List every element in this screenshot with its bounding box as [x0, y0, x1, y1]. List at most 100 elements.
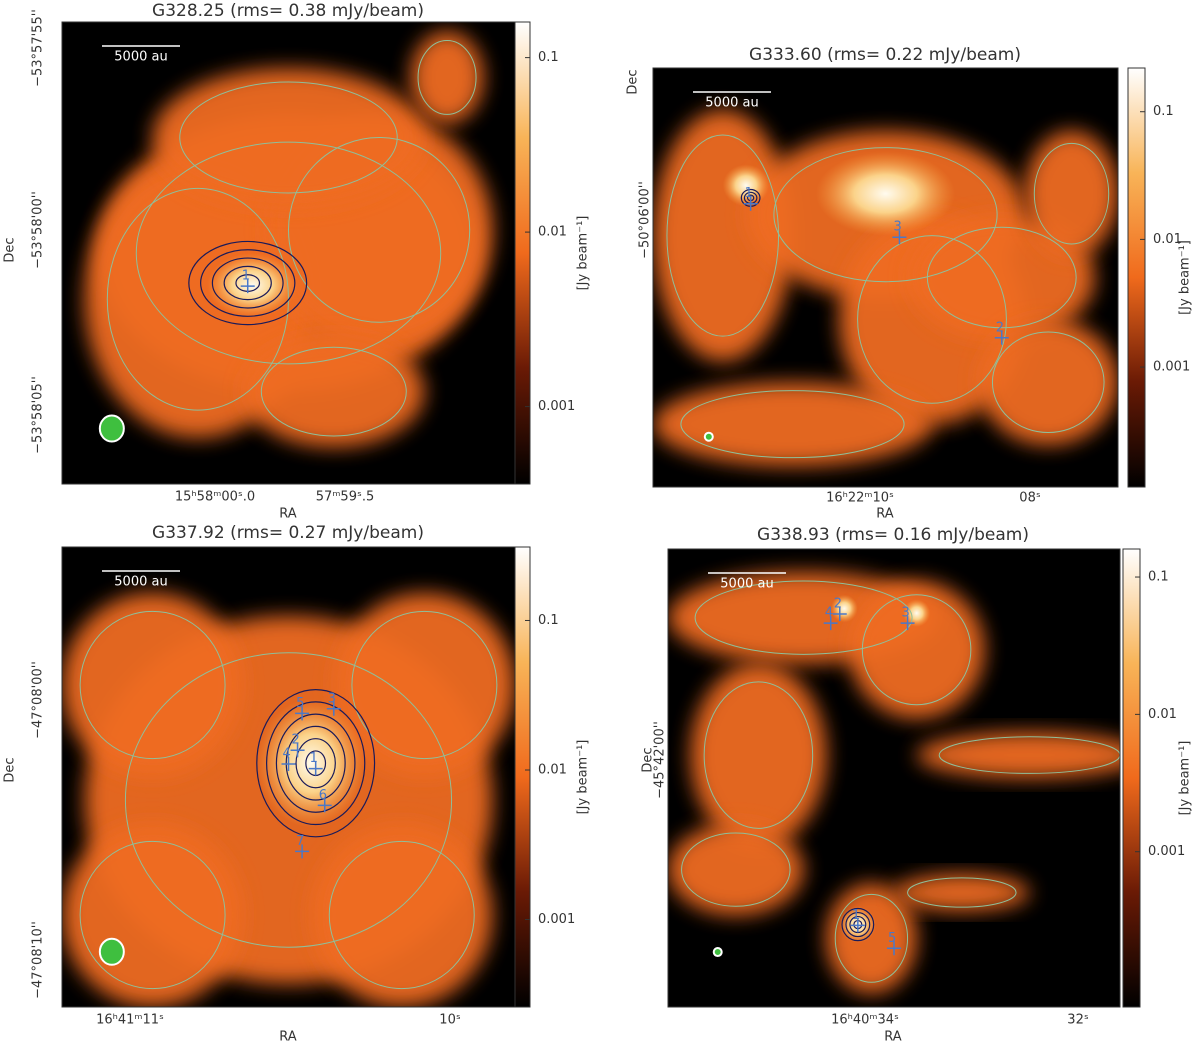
emission — [62, 823, 244, 1007]
contour — [991, 331, 1105, 434]
contour — [211, 257, 284, 309]
contour — [1033, 142, 1110, 245]
colorbar-tick-label: 0.1 — [1153, 104, 1174, 119]
emission — [690, 663, 827, 847]
source-marker — [743, 196, 758, 211]
scale-bar-label: 5000 au — [114, 50, 167, 65]
frame — [667, 548, 1121, 1008]
colorbar-tick-label: 0.1 — [1148, 570, 1169, 585]
source-label: 7 — [296, 834, 304, 849]
source-label: 3 — [893, 220, 901, 235]
scale-bar-label: 5000 au — [114, 575, 167, 590]
x-tick-label: 16ʰ22ᵐ10ˢ — [826, 491, 894, 506]
contour — [275, 713, 356, 813]
x-tick-label: 15ʰ58ᵐ00ˢ.0 — [175, 490, 255, 505]
source-marker — [308, 761, 323, 776]
contour — [200, 249, 296, 317]
contour — [666, 134, 780, 337]
colorbar-tick-label: 0.01 — [1153, 232, 1182, 247]
y-axis-label: Dec — [626, 69, 641, 94]
colorbar-label: [Jy beam⁻¹] — [576, 740, 591, 815]
contour — [288, 137, 471, 323]
contour — [694, 580, 913, 655]
x-tick-label: 16ʰ40ᵐ34ˢ — [831, 1013, 899, 1028]
colorbar — [1122, 548, 1141, 1008]
colorbar-label: [Jy beam⁻¹] — [576, 216, 591, 291]
emission — [333, 593, 515, 777]
emission — [978, 319, 1118, 446]
source-marker — [892, 230, 907, 245]
source-marker — [295, 706, 310, 721]
contour — [79, 610, 226, 760]
emission — [243, 336, 425, 448]
beam — [712, 947, 723, 958]
source-label: 4 — [825, 606, 833, 621]
contour — [861, 594, 972, 706]
source-marker — [994, 330, 1009, 345]
source-label: 2 — [996, 320, 1004, 335]
contour — [681, 832, 791, 907]
source-marker — [900, 616, 915, 631]
source-marker — [290, 743, 305, 758]
contour — [188, 240, 308, 326]
y-tick-label: −50°06'00'' — [638, 181, 653, 259]
colorbar-tick-label: 0.01 — [538, 225, 567, 240]
source-marker — [281, 757, 296, 771]
contour — [295, 738, 336, 789]
source-marker — [326, 701, 341, 716]
source-label: 1 — [745, 186, 753, 201]
y-tick-label: −47°08'00'' — [31, 661, 46, 739]
emission — [311, 823, 493, 1007]
contour — [179, 81, 398, 194]
beam — [98, 937, 125, 966]
source-marker — [295, 844, 310, 859]
contour — [841, 907, 875, 942]
bright-core — [815, 151, 956, 236]
emission — [848, 581, 985, 719]
contour — [907, 877, 1017, 908]
x-tick-label: 32ˢ — [1067, 1013, 1089, 1028]
contour — [849, 915, 867, 934]
contour — [680, 390, 905, 459]
contour — [773, 147, 998, 283]
contour — [417, 39, 477, 115]
panel-title: G337.92 (rms= 0.27 mJy/beam) — [152, 523, 424, 543]
panel-title: G333.60 (rms= 0.22 mJy/beam) — [749, 45, 1021, 65]
emission — [894, 874, 1030, 911]
source-marker — [240, 279, 255, 294]
beam — [703, 431, 714, 442]
source-marker — [832, 606, 847, 621]
y-tick-label: −47°08'10'' — [31, 921, 46, 999]
emission — [62, 593, 244, 777]
x-tick-label: 10ˢ — [439, 1013, 461, 1028]
source-marker — [887, 941, 901, 956]
source-label: 6 — [319, 788, 327, 803]
bright-core — [722, 164, 770, 207]
x-tick-label: 08ˢ — [1019, 491, 1041, 506]
bright-core — [256, 698, 366, 828]
colorbar-tick-label: 0.001 — [1148, 844, 1185, 859]
emission — [1025, 130, 1118, 257]
contour — [223, 265, 272, 301]
beam — [98, 414, 125, 443]
emission — [410, 31, 484, 124]
y-tick-label: −53°58'05'' — [31, 376, 46, 454]
contour — [124, 652, 453, 948]
contour — [834, 893, 909, 983]
source-label: 2 — [834, 596, 842, 611]
colorbar-tick-label: 0.1 — [538, 50, 559, 65]
emission — [653, 382, 932, 467]
y-tick-label: −53°57'55'' — [31, 9, 46, 87]
source-label: 3 — [902, 606, 910, 621]
colorbar-tick-label: 0.01 — [538, 762, 567, 777]
colorbar-tick-label: 0.001 — [1153, 360, 1190, 375]
x-tick-label: 16ʰ41ᵐ11ˢ — [96, 1013, 164, 1028]
y-axis-label: Dec — [3, 237, 18, 262]
contour — [845, 911, 871, 938]
contour — [256, 689, 376, 838]
contour — [266, 701, 366, 826]
emission — [916, 732, 1120, 778]
source-label: 3 — [328, 691, 336, 706]
source-label: 5 — [888, 931, 896, 946]
